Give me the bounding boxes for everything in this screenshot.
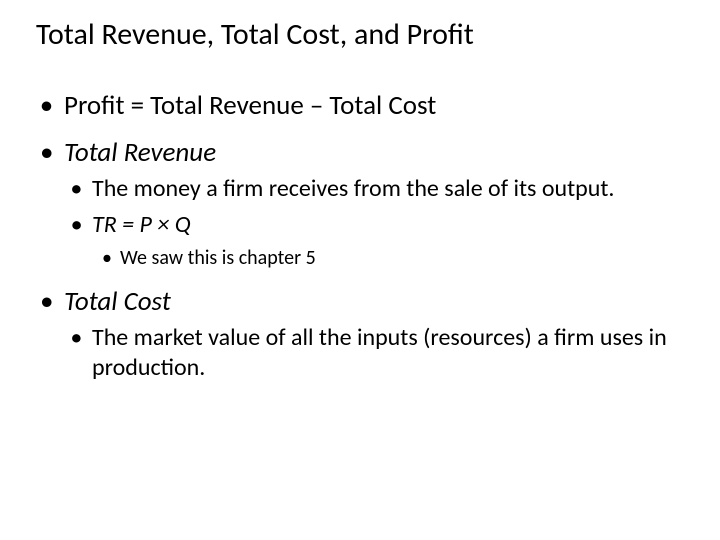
bullet-total-cost-def: The market value of all the inputs (reso… <box>36 323 684 383</box>
slide-title: Total Revenue, Total Cost, and Profit <box>36 18 684 53</box>
bullet-profit-equation: Profit = Total Revenue – Total Cost <box>36 89 684 123</box>
slide: Total Revenue, Total Cost, and Profit Pr… <box>0 0 720 540</box>
bullet-total-cost-heading: Total Cost <box>36 285 684 319</box>
bullet-total-revenue-def: The money a firm receives from the sale … <box>36 174 684 204</box>
bullet-total-revenue-heading: Total Revenue <box>36 136 684 170</box>
bullet-list: Profit = Total Revenue – Total Cost Tota… <box>36 89 684 383</box>
bullet-tr-formula: TR = P × Q <box>36 210 684 240</box>
bullet-chapter5-note: We saw this is chapter 5 <box>36 246 684 271</box>
